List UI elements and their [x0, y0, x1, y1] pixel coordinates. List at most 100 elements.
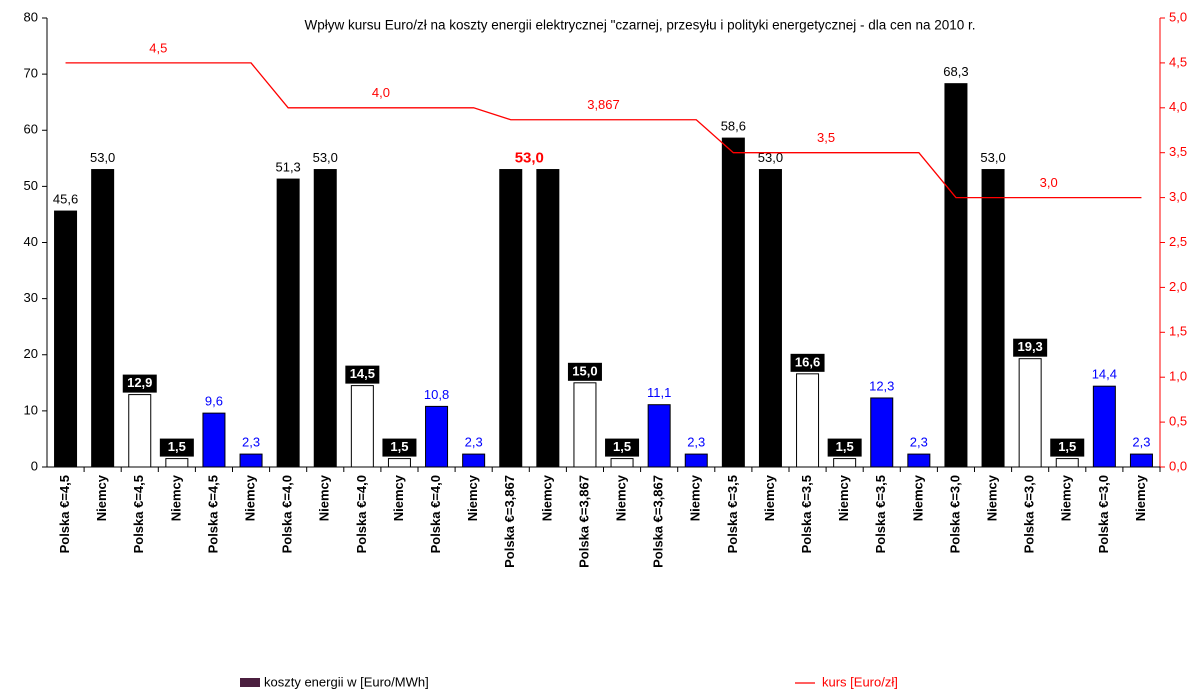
value-label: 9,6: [205, 394, 223, 409]
y2-tick-label: 0,5: [1169, 414, 1187, 429]
y2-tick-label: 2,5: [1169, 234, 1187, 249]
x-tick-label: Polska €=4,0: [280, 475, 295, 553]
x-tick-label: Niemcy: [94, 474, 109, 521]
bar: [91, 169, 115, 468]
y-tick-label: 40: [24, 234, 38, 249]
value-label: 53,0: [758, 150, 783, 165]
bar: [350, 385, 374, 468]
value-label: 3,5: [817, 130, 835, 145]
x-tick-label: Polska €=3,5: [873, 475, 888, 553]
x-tick-label: Niemcy: [688, 474, 703, 521]
bar: [721, 137, 745, 468]
value-label: 68,3: [943, 64, 968, 79]
label-box: [1050, 438, 1085, 457]
x-tick-label: Niemcy: [984, 474, 999, 521]
value-label: 53,0: [515, 150, 544, 167]
y2-tick-label: 1,0: [1169, 369, 1187, 384]
bar: [610, 458, 634, 468]
y-tick-label: 20: [24, 346, 38, 361]
x-tick-label: Polska €=3,867: [502, 475, 517, 568]
x-tick-label: Polska €=4,5: [57, 475, 72, 553]
value-label: 3,867: [587, 97, 620, 112]
label-box: [567, 362, 602, 381]
y-tick-label: 50: [24, 178, 38, 193]
x-tick-label: Niemcy: [168, 474, 183, 521]
legend-label: kurs [Euro/zł]: [822, 674, 898, 689]
bar: [313, 169, 337, 468]
y-tick-label: 0: [31, 458, 38, 473]
value-label: 16,6: [795, 354, 820, 369]
bar: [684, 453, 708, 468]
y-tick-label: 10: [24, 402, 38, 417]
value-label: 11,1: [647, 385, 671, 400]
value-label: 12,9: [127, 375, 152, 390]
value-label: 14,4: [1092, 367, 1117, 382]
bar: [1129, 453, 1153, 468]
x-tick-label: Polska €=4,5: [131, 475, 146, 553]
value-label: 2,3: [465, 435, 483, 450]
x-tick-label: Niemcy: [391, 474, 406, 521]
value-label: 1,5: [1058, 439, 1076, 454]
value-label: 2,3: [1132, 435, 1150, 450]
label-box: [1013, 338, 1048, 357]
x-tick-label: Niemcy: [317, 474, 332, 521]
bar: [425, 405, 449, 468]
x-tick-label: Polska €=3,867: [651, 475, 666, 568]
x-tick-label: Polska €=4,0: [354, 475, 369, 553]
x-tick-label: Polska €=3,5: [725, 475, 740, 553]
y2-tick-label: 0,0: [1169, 458, 1187, 473]
bar: [462, 453, 486, 468]
value-label: 4,0: [372, 85, 390, 100]
chart-title: Wpływ kursu Euro/zł na koszty energii el…: [304, 18, 975, 33]
value-label: 19,3: [1017, 339, 1042, 354]
bar: [833, 458, 857, 468]
x-tick-label: Polska €=3,0: [1022, 475, 1037, 553]
y2-tick-label: 4,5: [1169, 54, 1187, 69]
bar: [870, 397, 894, 468]
x-tick-label: Polska €=3,867: [576, 475, 591, 568]
x-tick-label: Niemcy: [613, 474, 628, 521]
bar: [1092, 385, 1116, 468]
x-tick-label: Niemcy: [242, 474, 257, 521]
x-tick-label: Niemcy: [539, 474, 554, 521]
value-label: 58,6: [721, 119, 746, 134]
y2-tick-label: 3,0: [1169, 189, 1187, 204]
value-label: 1,5: [836, 439, 854, 454]
value-label: 2,3: [687, 435, 705, 450]
bar: [1055, 458, 1079, 468]
bar: [499, 169, 523, 468]
y2-tick-label: 4,0: [1169, 99, 1187, 114]
bar: [536, 169, 560, 468]
line: [65, 62, 1142, 199]
x-tick-label: Niemcy: [1059, 474, 1074, 521]
x-tick-label: Polska €=3,5: [799, 475, 814, 553]
value-label: 53,0: [90, 150, 115, 165]
y-tick-label: 30: [24, 290, 38, 305]
legend-swatch: [240, 678, 260, 687]
value-label: 2,3: [242, 435, 260, 450]
bar: [165, 458, 189, 468]
y-tick-label: 80: [24, 9, 38, 24]
value-label: 12,3: [869, 378, 894, 393]
bar: [54, 210, 78, 468]
x-tick-label: Polska €=3,0: [947, 475, 962, 553]
x-tick-label: Polska €=3,0: [1096, 475, 1111, 553]
bar: [796, 373, 820, 468]
label-box: [382, 438, 417, 457]
y2-tick-label: 3,5: [1169, 144, 1187, 159]
y-tick-label: 70: [24, 66, 38, 81]
value-label: 1,5: [613, 439, 631, 454]
value-label: 53,0: [980, 150, 1005, 165]
y-tick-label: 60: [24, 122, 38, 137]
x-tick-label: Niemcy: [1133, 474, 1148, 521]
value-label: 51,3: [275, 160, 300, 175]
bar: [202, 412, 226, 468]
x-tick-label: Niemcy: [836, 474, 851, 521]
value-label: 10,8: [424, 387, 449, 402]
x-tick-label: Niemcy: [910, 474, 925, 521]
bar: [276, 178, 300, 468]
bar: [944, 83, 968, 468]
value-label: 3,0: [1040, 175, 1058, 190]
value-label: 15,0: [572, 363, 597, 378]
